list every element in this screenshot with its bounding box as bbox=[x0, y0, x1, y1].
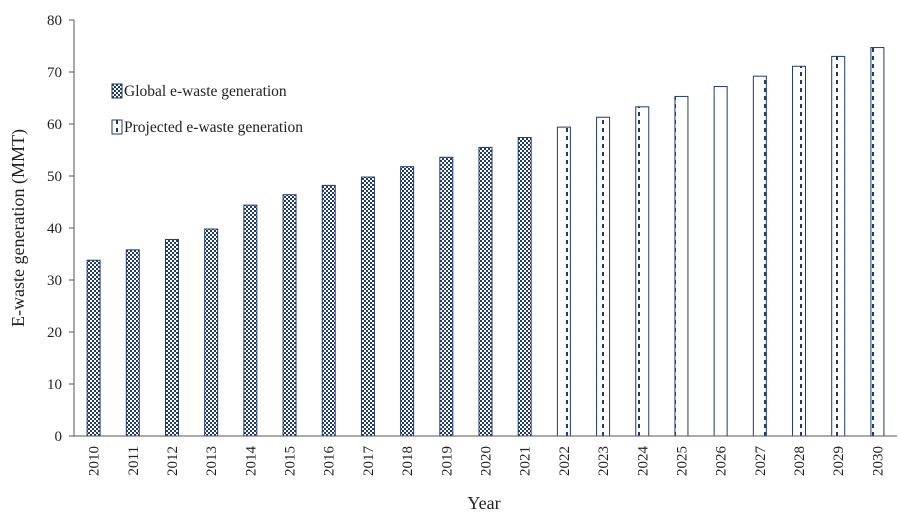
y-tick-label: 80 bbox=[47, 13, 62, 29]
x-tick-label: 2014 bbox=[243, 446, 259, 477]
x-tick-label: 2015 bbox=[283, 446, 299, 476]
x-tick-label: 2030 bbox=[870, 446, 886, 476]
bar-2014 bbox=[243, 204, 258, 437]
x-tick-label: 2020 bbox=[479, 446, 495, 476]
x-tick-label: 2026 bbox=[714, 446, 730, 477]
y-axis-title: E-waste generation (MMT) bbox=[8, 129, 29, 327]
legend-label: Global e-waste generation bbox=[124, 83, 287, 100]
y-tick-label: 50 bbox=[47, 169, 62, 185]
bar-2023 bbox=[596, 116, 611, 437]
y-tick-label: 10 bbox=[47, 377, 62, 393]
x-tick-label: 2023 bbox=[596, 446, 612, 476]
y-tick-label: 30 bbox=[47, 273, 62, 289]
bar-2030 bbox=[870, 47, 885, 437]
bar-2016 bbox=[321, 184, 336, 437]
y-tick-label: 70 bbox=[47, 65, 62, 81]
bar-2028 bbox=[792, 65, 807, 437]
y-tick-label: 0 bbox=[55, 429, 63, 445]
x-tick-label: 2019 bbox=[439, 446, 455, 476]
bar-2010 bbox=[86, 259, 101, 437]
x-tick-label: 2010 bbox=[87, 446, 103, 476]
bar-2022 bbox=[556, 126, 571, 437]
x-tick-label: 2024 bbox=[635, 446, 651, 477]
y-tick-label: 40 bbox=[47, 221, 62, 237]
x-tick-label: 2012 bbox=[165, 446, 181, 476]
bar-2025 bbox=[674, 95, 689, 437]
legend-swatch bbox=[111, 83, 123, 99]
bar-2021 bbox=[517, 137, 532, 437]
bar-2018 bbox=[400, 166, 415, 437]
bar-2019 bbox=[439, 156, 454, 437]
bars bbox=[86, 47, 885, 437]
x-tick-label: 2021 bbox=[518, 446, 534, 476]
y-ticks: 0 10 20 30 40 50 60 70 80 bbox=[47, 13, 74, 445]
x-tick-label: 2011 bbox=[126, 446, 142, 475]
x-tick-label: 2027 bbox=[753, 446, 769, 477]
bar-2012 bbox=[164, 238, 179, 437]
bar-2020 bbox=[478, 146, 493, 437]
x-ticks: 2010 2011 2012 2013 2014 2015 2016 2017 2018 2019… bbox=[87, 446, 887, 477]
legend-label: Projected e-waste generation bbox=[124, 119, 303, 136]
legend: Global e-waste generation Projected e-was… bbox=[111, 83, 303, 136]
bar-2015 bbox=[282, 194, 297, 437]
bar-2027 bbox=[752, 75, 767, 437]
y-tick-label: 20 bbox=[47, 325, 62, 341]
x-tick-label: 2017 bbox=[361, 446, 377, 477]
x-tick-label: 2016 bbox=[322, 446, 338, 477]
legend-swatch bbox=[111, 119, 123, 135]
x-tick-label: 2025 bbox=[674, 446, 690, 476]
bar-2029 bbox=[831, 55, 846, 437]
x-tick-label: 2018 bbox=[400, 446, 416, 476]
y-tick-label: 60 bbox=[47, 117, 62, 133]
bar-2017 bbox=[360, 176, 375, 437]
bar-2011 bbox=[125, 249, 140, 437]
x-tick-label: 2022 bbox=[557, 446, 573, 476]
bar-2026 bbox=[713, 86, 728, 437]
x-tick-label: 2013 bbox=[204, 446, 220, 476]
x-tick-label: 2029 bbox=[831, 446, 847, 476]
x-axis-title: Year bbox=[467, 493, 500, 513]
x-tick-label: 2028 bbox=[792, 446, 808, 476]
bar-2024 bbox=[635, 106, 650, 437]
bar-2013 bbox=[204, 228, 219, 437]
